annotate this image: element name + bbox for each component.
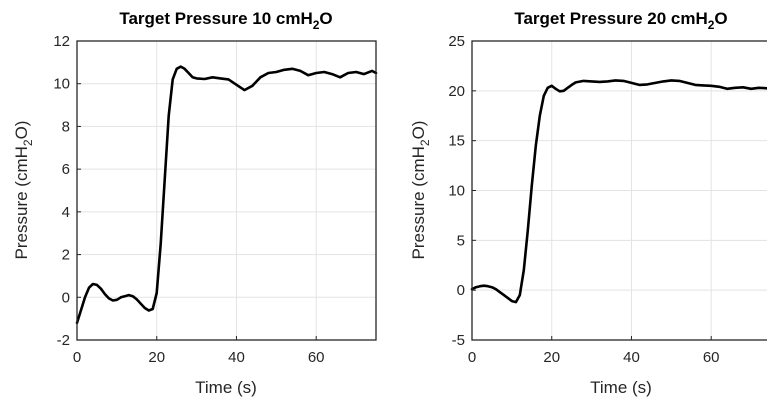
series-group-1 xyxy=(75,65,378,325)
y-tick-label: 0 xyxy=(457,282,465,299)
y-tick-label: 20 xyxy=(448,83,465,100)
y-tick-label: 2 xyxy=(62,247,70,264)
pressure-series-line xyxy=(75,65,378,325)
y-tick-label: 15 xyxy=(448,133,465,150)
x-ticks-1: 0 20 40 60 xyxy=(73,336,325,366)
y-tick-label: -2 xyxy=(57,332,70,349)
y-tick-label: 10 xyxy=(448,183,465,200)
y-tick-label: 12 xyxy=(53,33,70,50)
grid-2 xyxy=(472,41,767,340)
x-ticks-2: 0 20 40 60 xyxy=(468,336,720,366)
grid-1 xyxy=(77,41,376,340)
y-ticks-1: -2 0 2 4 6 8 10 12 xyxy=(53,33,81,349)
y-tick-label: 0 xyxy=(62,289,70,306)
y-axis-label-2: Pressure (cmH2O) xyxy=(409,121,432,260)
pressure-series-line xyxy=(470,79,767,304)
x-tick-label: 60 xyxy=(703,349,720,366)
y-ticks-2: -5 0 5 10 15 20 25 xyxy=(448,33,476,349)
x-tick-label: 40 xyxy=(228,349,245,366)
chart-title-2: Target Pressure 20 cmH2O xyxy=(514,9,727,32)
x-tick-label: 20 xyxy=(148,349,165,366)
x-axis-label-2: Time (s) xyxy=(590,378,652,397)
plot-area-1 xyxy=(77,41,376,340)
y-tick-label: 4 xyxy=(62,204,70,221)
y-tick-label: 10 xyxy=(53,76,70,93)
y-tick-label: 5 xyxy=(457,232,465,249)
series-group-2 xyxy=(470,79,767,304)
y-tick-label: 25 xyxy=(448,33,465,50)
x-axis-label-1: Time (s) xyxy=(195,378,257,397)
x-tick-label: 0 xyxy=(73,349,81,366)
y-tick-label: 8 xyxy=(62,118,70,135)
axes-box-1 xyxy=(76,40,377,341)
y-tick-label: 6 xyxy=(62,161,70,178)
x-tick-label: 20 xyxy=(543,349,560,366)
x-tick-label: 40 xyxy=(623,349,640,366)
x-tick-label: 0 xyxy=(468,349,476,366)
chart-title-1: Target Pressure 10 cmH2O xyxy=(119,9,332,32)
y-axis-label-1: Pressure (cmH2O) xyxy=(12,121,35,260)
x-tick-label: 60 xyxy=(308,349,325,366)
y-tick-label: -5 xyxy=(452,332,465,349)
